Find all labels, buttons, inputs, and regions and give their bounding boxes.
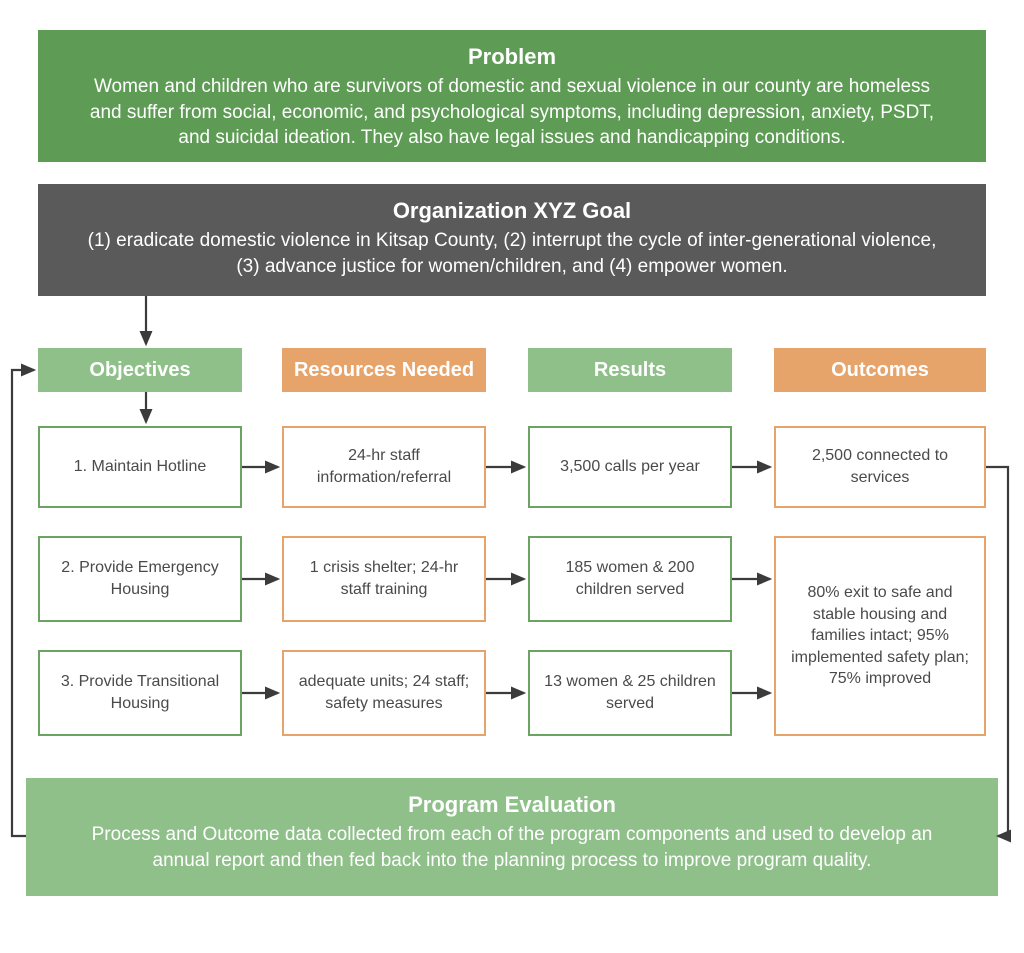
arrows-layer: [0, 0, 1024, 953]
